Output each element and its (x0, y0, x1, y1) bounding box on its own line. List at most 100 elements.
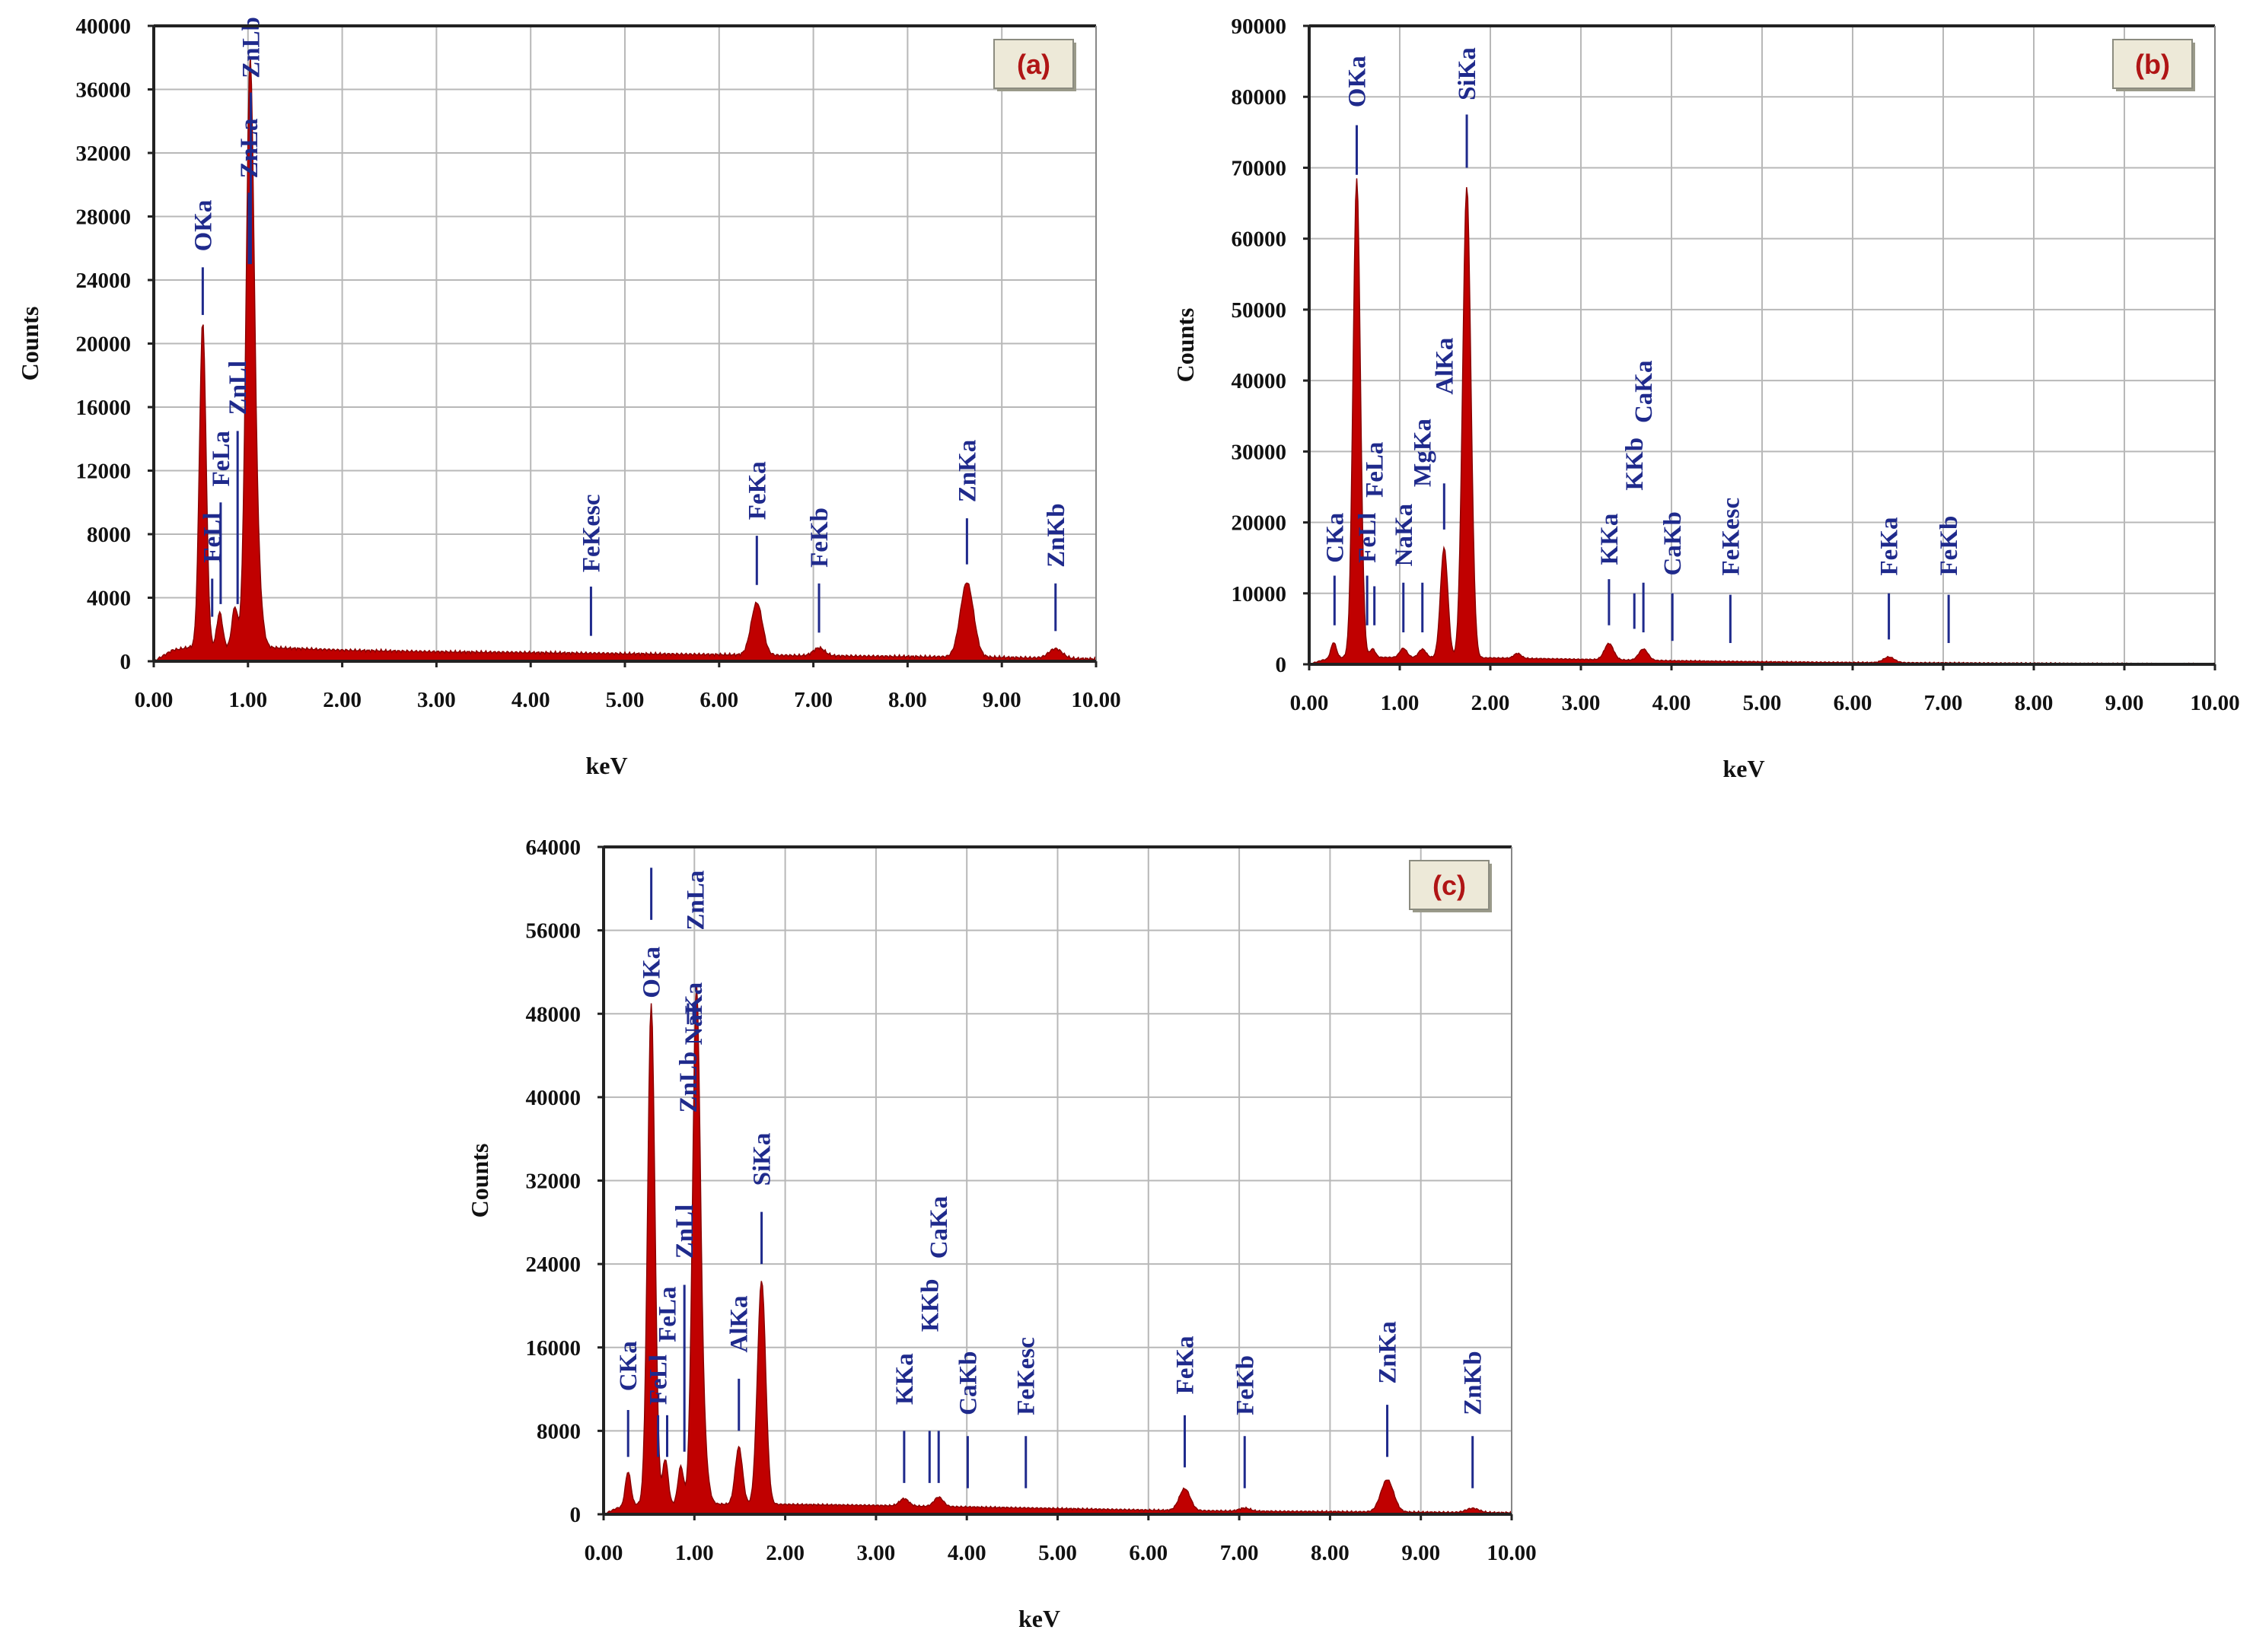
y-tick-label: 40000 (1232, 369, 1287, 393)
peak-label: CaKa (1630, 361, 1658, 424)
x-tick-label: 1.00 (675, 1541, 714, 1565)
spectrum-area (602, 985, 1512, 1515)
y-tick-label: 0 (570, 1503, 582, 1527)
peak-label: ZnLl (225, 361, 252, 415)
peak-label: ZnKb (1043, 503, 1070, 567)
y-tick-label: 16000 (76, 396, 132, 420)
y-axis-title: Counts (466, 1144, 493, 1218)
y-tick-label: 80000 (1232, 85, 1287, 110)
peak-label: FeKb (806, 508, 833, 568)
y-tick-label: 10000 (1232, 582, 1287, 606)
chart-panel-c: CKaFeLlFeLaZnLlOKaZnLbNaKaZnLaAlKaSiKaKK… (466, 836, 1537, 1632)
x-tick-label: 0.00 (135, 688, 174, 712)
x-tick-label: 6.00 (1129, 1541, 1168, 1565)
peak-label: FeLa (1362, 442, 1389, 498)
y-tick-label: 8000 (537, 1419, 581, 1444)
x-tick-label: 10.00 (1071, 688, 1120, 712)
peak-label: CKa (615, 1341, 642, 1391)
peak-label: FeKesc (1013, 1337, 1040, 1415)
peak-label: ZnLl (671, 1205, 699, 1259)
x-axis-title: keV (1722, 755, 1764, 782)
peak-label: KKb (916, 1278, 944, 1332)
y-tick-label: 56000 (526, 919, 582, 944)
peak-label: FeKb (1936, 516, 1963, 576)
y-tick-label: 12000 (76, 460, 132, 484)
y-tick-label: 90000 (1232, 14, 1287, 39)
peak-label: FeKesc (578, 494, 605, 572)
y-tick-label: 50000 (1232, 298, 1287, 323)
y-tick-label: 0 (1276, 653, 1287, 677)
peak-label: FeLa (208, 431, 235, 486)
y-tick-label: 16000 (526, 1336, 582, 1361)
y-axis-title: Counts (1171, 308, 1199, 383)
y-tick-label: 30000 (1232, 440, 1287, 464)
peak-label: OKa (1343, 56, 1371, 107)
peak-label: OKa (190, 200, 217, 252)
panel-label: (c) (1432, 870, 1466, 901)
peak-label: AlKa (1431, 338, 1458, 395)
chart-panel-a: OKaFeLlFeLaZnLlZnLaZnLbFeKescFeKaFeKbZnK… (16, 14, 1121, 779)
y-axis-title: Counts (16, 307, 43, 381)
x-tick-label: 0.00 (1290, 691, 1329, 715)
x-tick-label: 6.00 (1834, 691, 1872, 715)
x-tick-label: 4.00 (1652, 691, 1691, 715)
y-tick-label: 70000 (1232, 156, 1287, 180)
x-tick-label: 9.00 (983, 688, 1021, 712)
peak-label: ZnKa (1375, 1321, 1402, 1384)
y-tick-label: 24000 (76, 269, 132, 293)
peak-label: FeLa (655, 1287, 682, 1342)
peak-label: SiKa (749, 1133, 776, 1186)
x-tick-label: 1.00 (228, 688, 267, 712)
x-tick-label: 5.00 (1038, 1541, 1077, 1565)
peak-label: CaKa (926, 1196, 953, 1259)
x-axis-title: keV (1018, 1605, 1060, 1632)
peak-label: FeKa (1876, 517, 1904, 575)
peak-label: FeLl (645, 1354, 673, 1405)
panel-label-box (2112, 39, 2193, 89)
x-tick-label: 5.00 (606, 688, 645, 712)
x-tick-label: 3.00 (857, 1541, 896, 1565)
x-tick-label: 9.00 (1401, 1541, 1440, 1565)
x-axis-title: keV (585, 752, 627, 779)
peak-label: KKa (891, 1353, 919, 1405)
peak-label: AlKa (726, 1295, 754, 1352)
peak-label: ZnLb (675, 1052, 703, 1113)
x-tick-label: 9.00 (2105, 691, 2144, 715)
spectrum-area (152, 56, 1097, 662)
x-tick-label: 7.00 (794, 688, 833, 712)
y-tick-label: 24000 (526, 1253, 582, 1277)
y-tick-label: 32000 (76, 142, 132, 166)
peak-label: ZnLa (682, 871, 709, 931)
x-tick-label: 3.00 (1562, 691, 1601, 715)
x-tick-label: 7.00 (1924, 691, 1963, 715)
peak-label: NaKa (1391, 504, 1418, 567)
peak-label: CaKb (954, 1351, 982, 1415)
peak-label: FeLl (1354, 513, 1381, 563)
x-tick-label: 8.00 (1311, 1541, 1350, 1565)
grid (153, 25, 1097, 662)
y-tick-label: 36000 (76, 78, 132, 103)
y-tick-label: 40000 (526, 1086, 582, 1110)
y-tick-label: 0 (120, 650, 132, 674)
x-tick-label: 8.00 (2015, 691, 2054, 715)
peak-label: KKb (1621, 438, 1649, 491)
x-tick-label: 0.00 (585, 1541, 623, 1565)
panel-label: (a) (1017, 49, 1050, 80)
x-tick-label: 2.00 (766, 1541, 805, 1565)
y-tick-label: 28000 (76, 205, 132, 230)
x-tick-label: 10.00 (2190, 691, 2239, 715)
y-tick-label: 48000 (526, 1002, 582, 1027)
y-tick-label: 8000 (87, 523, 131, 547)
peak-label: ZnKb (1460, 1351, 1487, 1415)
peak-label: MgKa (1410, 419, 1437, 487)
x-tick-label: 3.00 (417, 688, 456, 712)
peak-label: FeLl (199, 513, 227, 563)
peak-label: SiKa (1454, 47, 1481, 100)
y-tick-label: 4000 (87, 587, 131, 611)
peak-label: KKa (1596, 514, 1624, 565)
y-tick-label: 20000 (76, 333, 132, 357)
peak-label: FeKa (744, 461, 771, 520)
x-tick-label: 2.00 (1471, 691, 1510, 715)
